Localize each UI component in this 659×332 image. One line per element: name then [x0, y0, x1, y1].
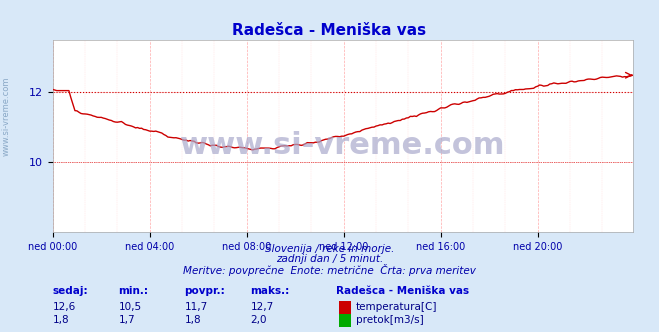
Text: Slovenija / reke in morje.: Slovenija / reke in morje.: [265, 244, 394, 254]
Text: povpr.:: povpr.:: [185, 286, 225, 295]
Text: www.si-vreme.com: www.si-vreme.com: [2, 76, 11, 156]
Text: Radešca - Meniška vas: Radešca - Meniška vas: [336, 286, 469, 295]
Text: pretok[m3/s]: pretok[m3/s]: [356, 315, 424, 325]
Text: 11,7: 11,7: [185, 302, 208, 312]
Text: 12,7: 12,7: [250, 302, 273, 312]
Text: 10,5: 10,5: [119, 302, 142, 312]
Text: 12,6: 12,6: [53, 302, 76, 312]
Text: www.si-vreme.com: www.si-vreme.com: [180, 131, 505, 160]
Text: zadnji dan / 5 minut.: zadnji dan / 5 minut.: [276, 254, 383, 264]
Text: 1,8: 1,8: [185, 315, 201, 325]
Text: 1,7: 1,7: [119, 315, 135, 325]
Text: 2,0: 2,0: [250, 315, 267, 325]
Text: 1,8: 1,8: [53, 315, 69, 325]
Text: sedaj:: sedaj:: [53, 286, 88, 295]
Text: temperatura[C]: temperatura[C]: [356, 302, 438, 312]
Text: maks.:: maks.:: [250, 286, 290, 295]
Text: min.:: min.:: [119, 286, 149, 295]
Text: Radešca - Meniška vas: Radešca - Meniška vas: [233, 23, 426, 38]
Text: Meritve: povprečne  Enote: metrične  Črta: prva meritev: Meritve: povprečne Enote: metrične Črta:…: [183, 264, 476, 276]
